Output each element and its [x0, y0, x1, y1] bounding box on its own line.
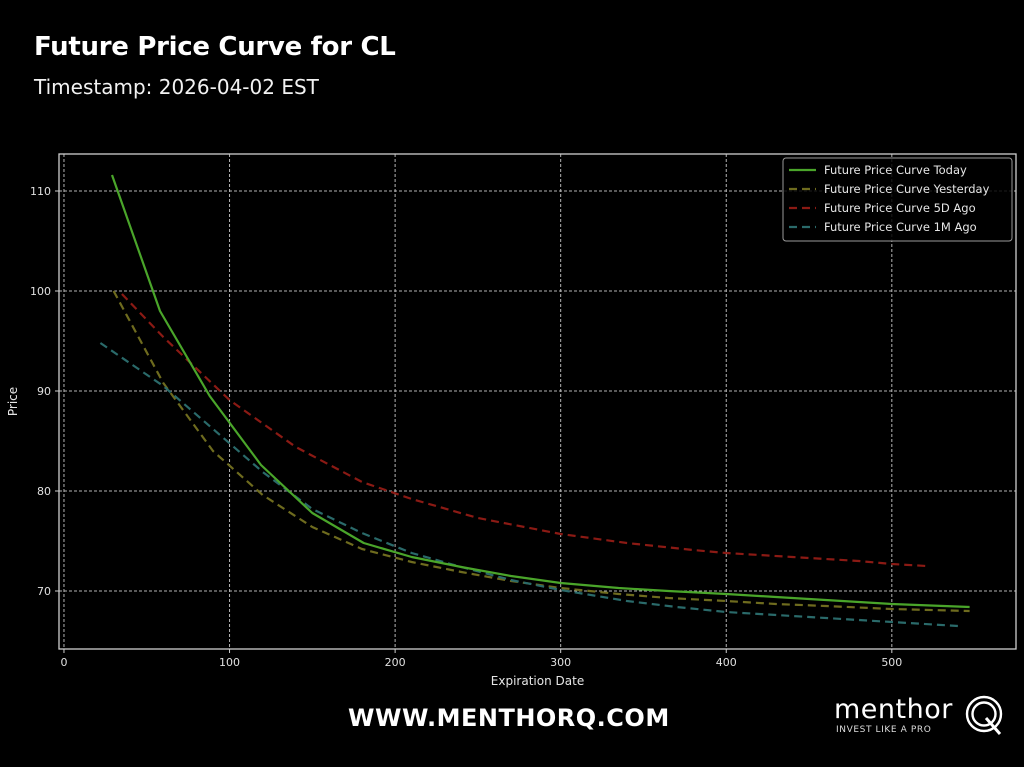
x-axis-label: Expiration Date [491, 674, 584, 688]
series-line-1 [112, 290, 970, 613]
legend-entry: Future Price Curve 5D Ago [824, 201, 976, 215]
x-tick-label: 400 [716, 656, 737, 669]
y-axis-label: Price [6, 387, 20, 416]
y-tick-label: 100 [30, 285, 51, 298]
brand-tagline: INVEST LIKE A PRO [836, 725, 932, 735]
legend-entry: Future Price Curve 1M Ago [824, 220, 977, 234]
q-logo-icon [965, 695, 1003, 735]
chart-timestamp: Timestamp: 2026-04-02 EST [34, 75, 319, 99]
legend: Future Price Curve Today Future Price Cur… [782, 157, 1013, 242]
x-tick-label: 200 [385, 656, 406, 669]
axis-ticks: 0 100 200 300 400 500 70 80 90 100 110 [30, 185, 902, 669]
x-tick-label: 100 [219, 656, 240, 669]
website-url: WWW.MENTHORQ.COM [348, 704, 670, 732]
series-lines [99, 174, 970, 628]
series-line-2 [121, 293, 927, 568]
legend-box [782, 157, 1013, 242]
x-tick-label: 500 [881, 656, 902, 669]
series-line-0 [110, 174, 970, 609]
chart-title: Future Price Curve for CL [34, 32, 396, 62]
y-tick-label: 70 [37, 585, 51, 598]
plot-frame [58, 153, 1017, 650]
brand-name: menthor [834, 694, 953, 725]
y-tick-label: 80 [37, 485, 51, 498]
series-line-3 [99, 342, 959, 628]
legend-entry: Future Price Curve Today [824, 163, 967, 177]
y-tick-label: 110 [30, 185, 51, 198]
legend-entry: Future Price Curve Yesterday [824, 182, 990, 196]
x-tick-label: 0 [60, 656, 67, 669]
y-tick-label: 90 [37, 385, 51, 398]
brand-logo: menthor INVEST LIKE A PRO [834, 694, 1014, 744]
x-tick-label: 300 [550, 656, 571, 669]
